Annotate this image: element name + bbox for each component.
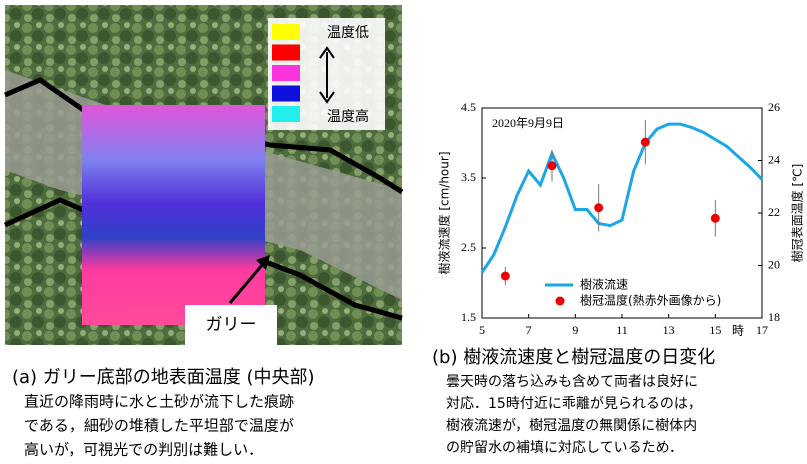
y2-axis-label: 樹冠表面温度 [℃]	[790, 164, 805, 263]
x-tick-label: 17	[756, 323, 768, 337]
y2-tick-label: 20	[768, 257, 780, 271]
y2-tick-label: 18	[768, 310, 780, 324]
caption-line: 樹液流速が，樹冠温度の無関係に樹体内	[446, 418, 697, 434]
y-axis-label: 樹液流速度 [cm/hour]	[437, 152, 452, 275]
caption-title-b: (b) 樹液流速度と樹冠温度の日変化	[432, 347, 715, 368]
legend-high: 温度高	[327, 108, 369, 125]
point	[711, 214, 720, 223]
figure: 温度低 温度高 ガリー (a) ガリー底部の地表面温度 (中央部) 直近の降雨時…	[0, 0, 807, 460]
x-tick-label: 7	[526, 323, 532, 337]
y-tick-label: 1.5	[461, 310, 476, 324]
legend-label: 樹冠温度(熱赤外画像から)	[580, 293, 721, 308]
x-tick-label: 9	[572, 323, 578, 337]
annotation: 2020年9月9日	[492, 116, 564, 130]
caption-line: 直近の降雨時に水と土砂が流下した痕跡	[24, 393, 294, 411]
legend-swatch	[272, 106, 300, 122]
caption-line: 対応．15時付近に乖離が見られるのは，	[446, 395, 702, 412]
callout-label: ガリー	[206, 315, 257, 335]
legend-low: 温度低	[327, 25, 369, 41]
y2-tick-label: 22	[768, 205, 780, 219]
x-tick-label: 15	[709, 323, 721, 337]
caption-line: である，細砂の堆積した平坦部で温度が	[24, 417, 294, 435]
point	[641, 138, 650, 147]
line	[482, 124, 762, 272]
point	[501, 272, 510, 281]
x-tick-label: 13	[663, 323, 675, 337]
x-tick-label: 11	[616, 323, 628, 337]
caption-line: 曇天時の落ち込みも含めて両者は良好に	[446, 374, 698, 390]
legend-swatch	[272, 86, 300, 102]
point	[548, 161, 557, 170]
caption-line: 高いが，可視光での判別は難しい．	[24, 441, 263, 459]
y2-tick-label: 24	[768, 152, 780, 166]
legend-swatch	[272, 65, 300, 81]
y2-tick-label: 26	[768, 100, 780, 114]
y-tick-label: 4.5	[461, 100, 476, 114]
legend-label: 樹液流速	[580, 277, 628, 292]
x-axis-label: 時	[732, 324, 744, 338]
point	[594, 203, 603, 212]
caption-title-a: (a) ガリー底部の地表面温度 (中央部)	[12, 367, 315, 388]
y-tick-label: 2.5	[461, 240, 476, 254]
caption-line: の貯留水の補填に対応しているため．	[446, 440, 683, 456]
aerial-image: 温度低 温度高 ガリー	[5, 5, 402, 345]
y-tick-label: 3.5	[461, 170, 476, 184]
x-tick-label: 5	[479, 323, 485, 337]
legend-swatch	[272, 45, 300, 61]
legend-marker	[556, 297, 565, 306]
legend-swatch	[272, 24, 300, 40]
